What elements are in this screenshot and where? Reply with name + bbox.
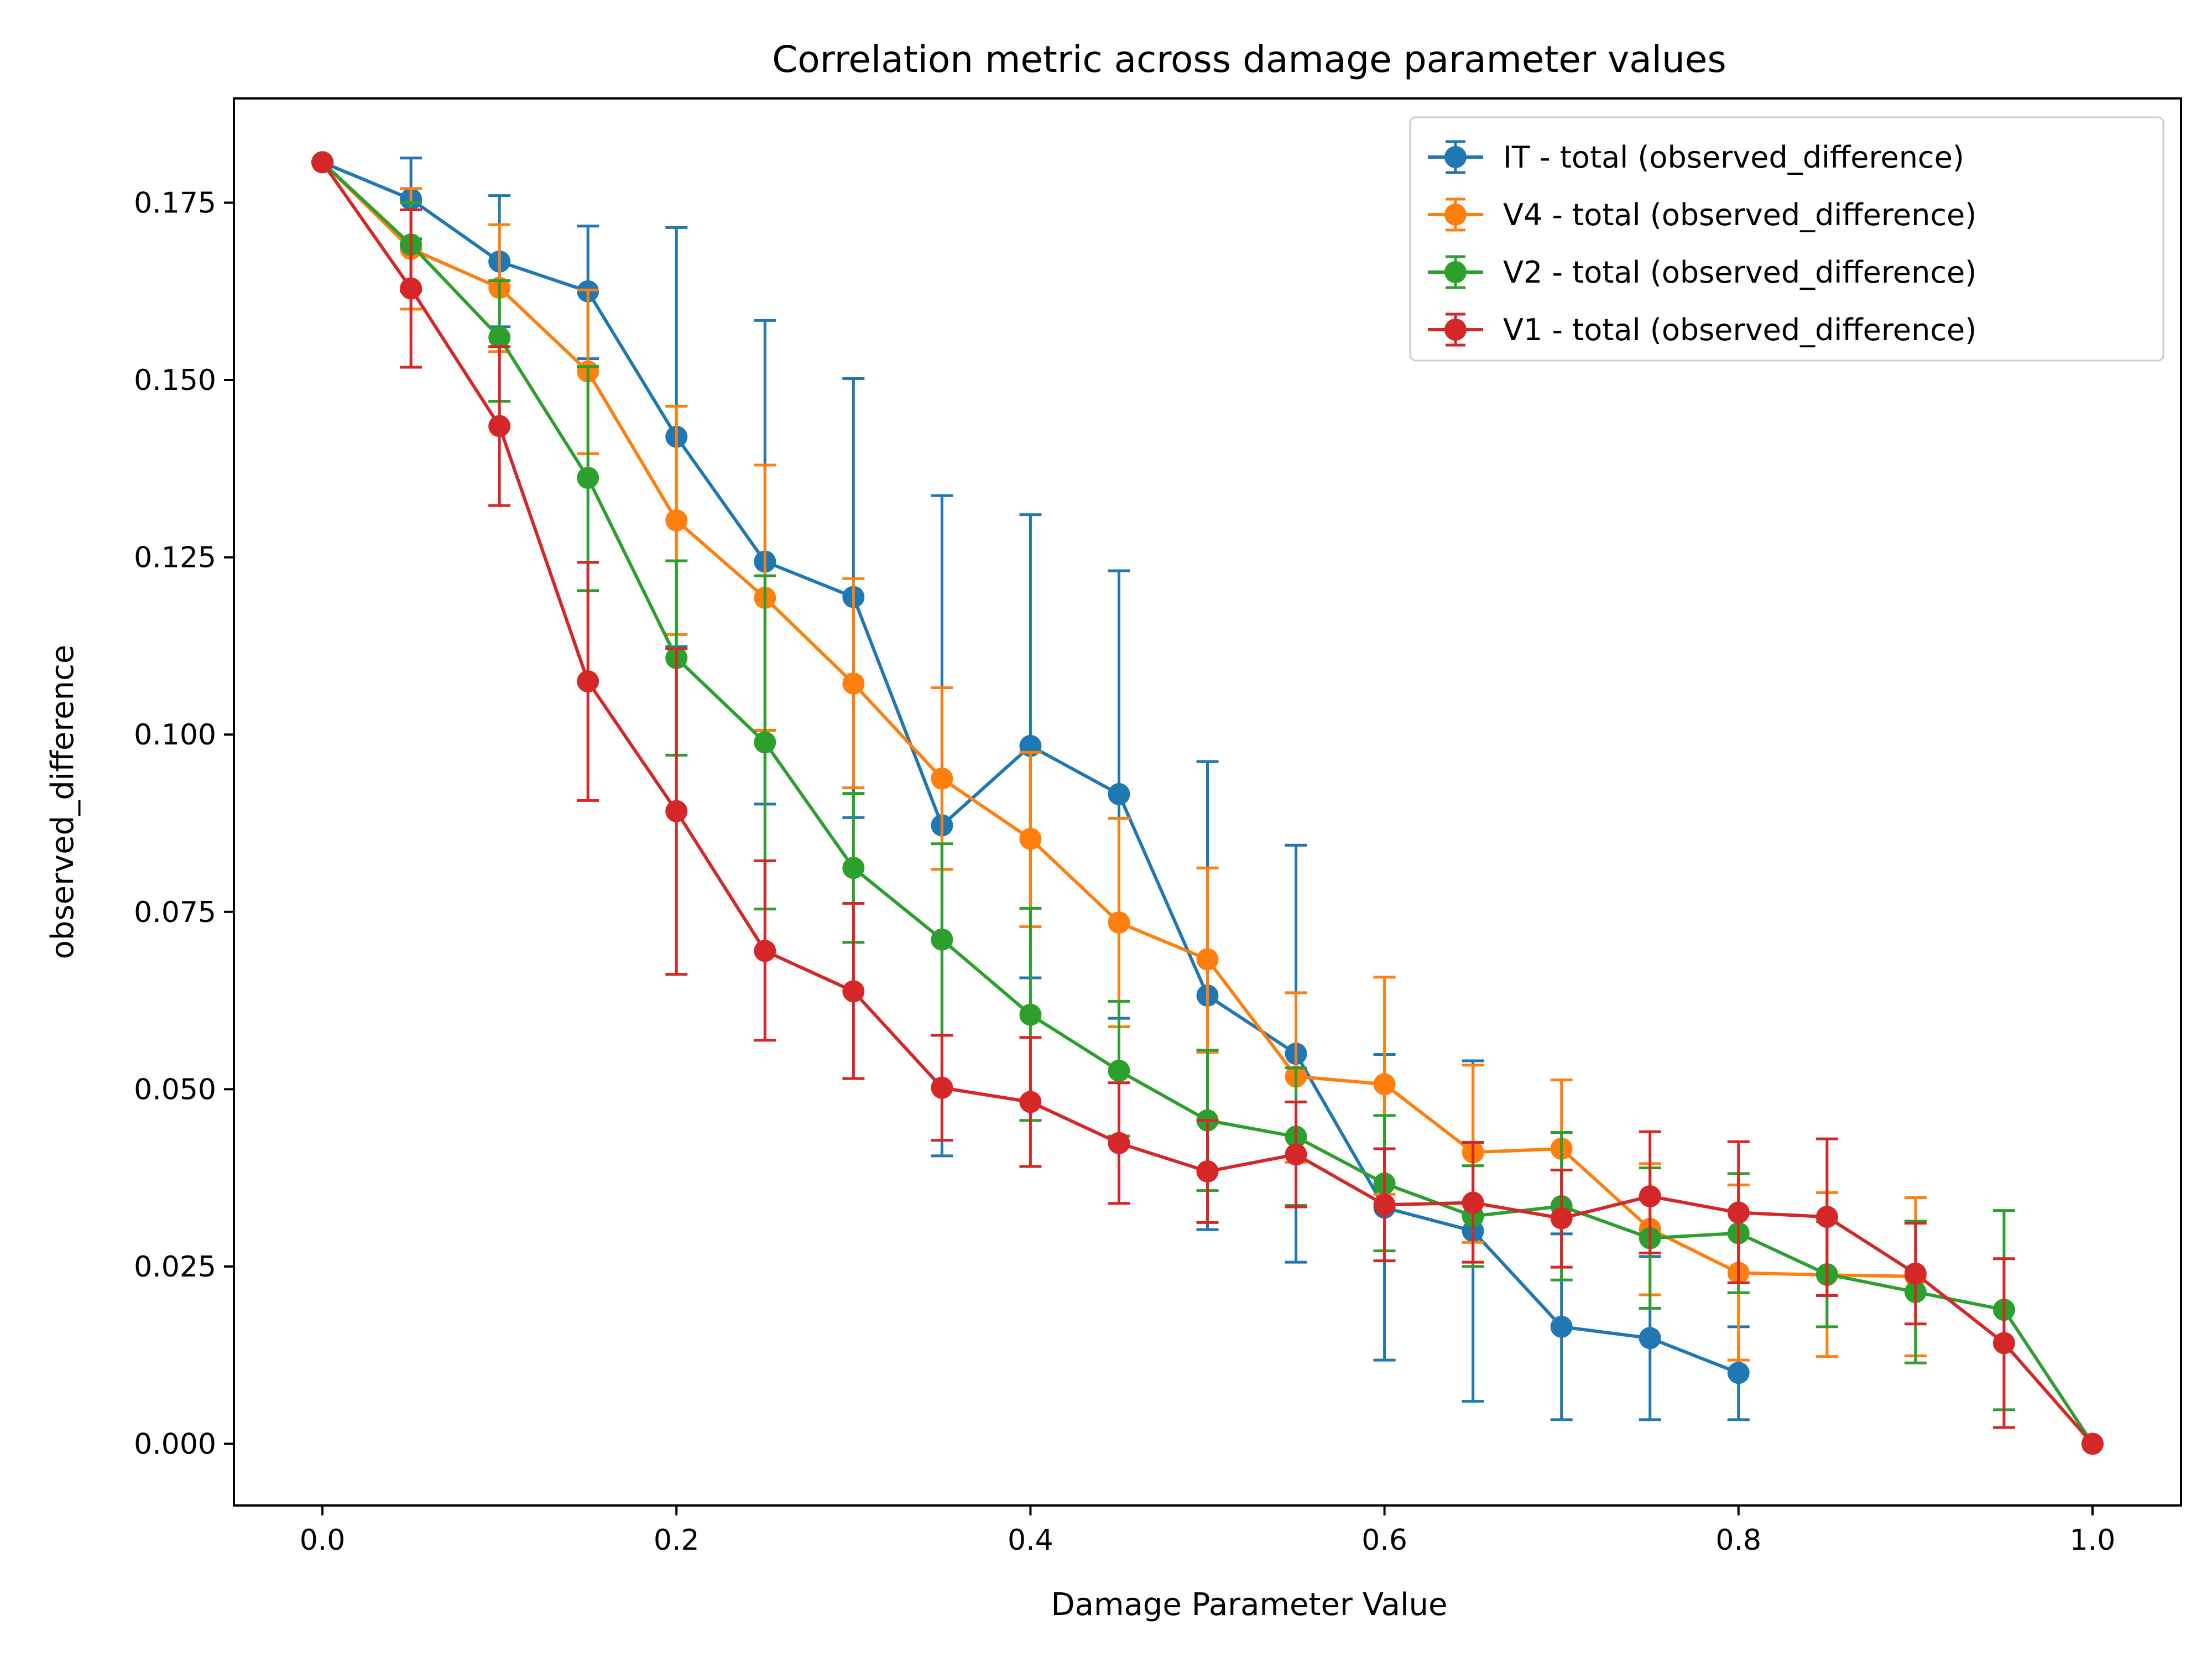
x-tick-label: 0.2: [654, 1524, 700, 1557]
data-point: [1639, 1327, 1661, 1350]
y-tick-label: 0.175: [134, 186, 216, 220]
data-point: [754, 731, 776, 754]
data-point: [1373, 1073, 1396, 1096]
legend-label: V2 - total (observed_difference): [1503, 255, 1976, 290]
data-point: [1727, 1362, 1750, 1384]
data-point: [842, 672, 865, 695]
data-point: [1285, 1143, 1307, 1166]
data-point: [1108, 1059, 1130, 1082]
data-point: [842, 857, 865, 879]
y-axis-label: observed_difference: [45, 645, 81, 960]
data-point: [1019, 1091, 1042, 1113]
data-point: [577, 670, 599, 693]
x-tick-label: 0.0: [300, 1524, 346, 1557]
y-tick-label: 0.075: [134, 896, 216, 929]
data-point: [931, 928, 953, 951]
series-3: [311, 151, 2104, 1455]
data-point: [665, 509, 688, 532]
data-point: [1992, 1332, 2015, 1354]
data-point: [842, 980, 865, 1003]
legend-entry: IT - total (observed_difference): [1428, 140, 1964, 175]
data-point: [400, 277, 422, 300]
y-tick-label: 0.125: [134, 541, 216, 575]
data-point: [1639, 1185, 1661, 1207]
data-point: [754, 940, 776, 962]
data-point: [1904, 1262, 1927, 1285]
data-point: [665, 800, 688, 822]
data-point: [1108, 783, 1130, 805]
data-point: [1019, 827, 1042, 850]
data-point: [1727, 1201, 1750, 1224]
y-tick-label: 0.150: [134, 364, 216, 397]
data-point: [488, 415, 511, 437]
legend-box: [1409, 116, 2164, 362]
data-point: [1108, 911, 1130, 934]
data-point: [1373, 1194, 1396, 1216]
data-point: [1108, 1132, 1130, 1154]
data-point: [1815, 1206, 1838, 1228]
data-point: [931, 1076, 953, 1099]
chart-title: Correlation metric across damage paramet…: [772, 38, 1726, 81]
y-tick-label: 0.100: [134, 718, 216, 752]
axes: 0.0 0.2 0.4 0.6 0.8 1.0 0.000 0.025 0.050 0.075 0.…: [134, 97, 2182, 1557]
legend: IT - total (observed_difference) V4 - tot…: [1409, 116, 2164, 362]
y-tick-label: 0.025: [134, 1251, 216, 1284]
x-tick-label: 0.4: [1008, 1524, 1053, 1557]
legend-label: V4 - total (observed_difference): [1503, 197, 1976, 232]
data-point: [2081, 1432, 2104, 1455]
legend-entry: V1 - total (observed_difference): [1428, 312, 1976, 347]
x-tick-label: 0.8: [1715, 1524, 1761, 1557]
legend-label: V1 - total (observed_difference): [1503, 312, 1976, 347]
data-point: [1550, 1315, 1573, 1338]
x-axis-label: Damage Parameter Value: [1051, 1587, 1447, 1623]
data-point: [311, 151, 334, 174]
legend-label: IT - total (observed_difference): [1503, 140, 1964, 175]
data-point: [1462, 1191, 1484, 1214]
data-point: [488, 326, 511, 349]
y-tick-label: 0.050: [134, 1073, 216, 1106]
legend-entry: V2 - total (observed_difference): [1428, 255, 1976, 290]
plot-frame: [233, 97, 2182, 1507]
x-tick-label: 1.0: [2070, 1524, 2116, 1557]
y-tick-label: 0.000: [134, 1427, 216, 1461]
data-point: [577, 467, 599, 489]
plot-area: [311, 151, 2104, 1455]
data-point: [1550, 1207, 1573, 1229]
data-point: [1196, 948, 1219, 971]
legend-entry: V4 - total (observed_difference): [1428, 197, 1976, 232]
data-point: [1196, 1160, 1219, 1183]
data-point: [1019, 1003, 1042, 1026]
data-point: [931, 767, 953, 790]
x-tick-label: 0.6: [1361, 1524, 1407, 1557]
